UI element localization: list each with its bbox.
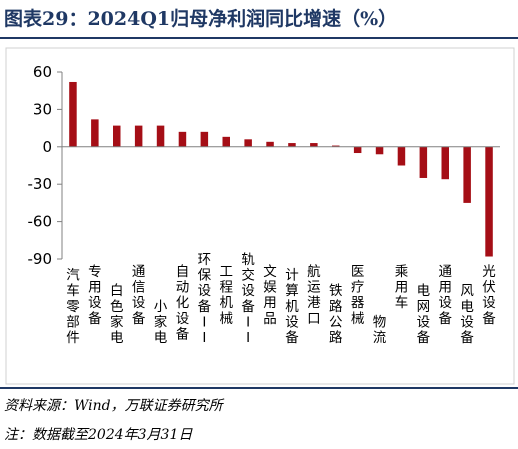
bar [353,146,362,154]
category-label: 乘用车 [395,264,409,311]
category-label: 轨交设备 I I [241,252,255,346]
category-label: 专用设备 [88,264,102,327]
bar [244,139,252,147]
y-tick-label: 30 [33,100,52,118]
category-label: 自动化设备 [176,264,190,342]
bar [266,141,274,147]
y-axis: 60 30 0 -30 -60 -90 [28,63,63,268]
source-note: 资料来源：Wind，万联证券研究所 [4,398,223,414]
bar [178,131,187,147]
bar [288,143,296,147]
category-label: 工程机械 [220,264,234,327]
y-tick-label: 60 [33,63,52,81]
bar [69,81,77,147]
footer-rule [0,387,518,389]
bar [375,146,384,155]
y-tick-label: -30 [28,175,53,193]
category-label: 物流 [373,314,387,346]
y-tick-label: -90 [28,250,53,268]
bar [91,119,99,147]
bar [332,145,340,147]
bar [222,136,230,147]
bar [419,146,428,178]
category-label: 风电设备 [460,283,474,346]
title-rule [0,37,518,39]
bar [485,146,493,257]
category-label: 小家电 [154,299,168,346]
bar [134,125,143,147]
bar [200,131,209,147]
bar [441,146,449,180]
bars [69,81,493,257]
category-label: 光伏设备 [482,264,496,327]
category-label: 铁路公路 [329,283,343,346]
y-tick-label: -60 [28,213,53,231]
bar [310,143,318,147]
category-label: 通信设备 [132,264,146,327]
category-label: 汽车零部件 [66,268,80,346]
figure-title: 图表29：2024Q1归母净利润同比增速（%） [4,8,398,30]
y-tick-label: 0 [42,138,52,156]
category-label: 白色家电 [110,283,124,346]
plot-frame [5,47,515,385]
category-label: 通用设备 [439,264,453,327]
bar [156,125,165,147]
category-label: 计算机设备 [285,268,299,346]
bar [397,146,406,166]
category-label: 电网设备 [417,283,431,346]
bar-chart: 60 30 0 -30 -60 -90 汽车零部件专用设备白色家电通信设备小家电自动化设备… [5,47,515,385]
category-label: 环保设备 I I [198,252,212,346]
category-label: 医疗器械 [351,264,365,327]
bar [113,125,121,147]
category-label: 文娱用品 [263,264,277,327]
category-label: 航运港口 [307,264,321,327]
bar [463,146,471,203]
data-date-note: 注：数据截至2024年3月31日 [4,427,193,443]
